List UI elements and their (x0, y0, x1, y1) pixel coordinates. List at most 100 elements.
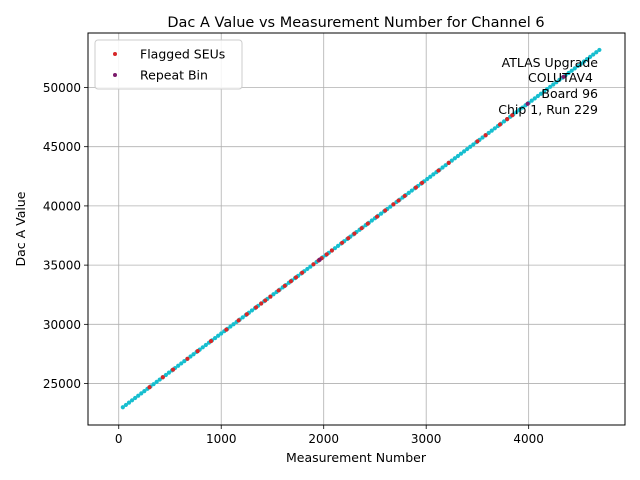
flagged-seu-point (346, 236, 351, 241)
x-tick-label: 2000 (308, 432, 339, 446)
data-point (179, 361, 184, 366)
data-point (166, 370, 172, 375)
data-point (529, 98, 534, 103)
data-points (120, 47, 602, 410)
data-point (581, 59, 587, 64)
flagged-seu-point (311, 262, 316, 267)
data-point (468, 144, 473, 149)
data-point (176, 363, 181, 368)
x-tick-label: 1000 (206, 432, 237, 446)
data-point (428, 174, 433, 179)
data-point (517, 107, 522, 112)
data-point (452, 156, 457, 161)
data-point (120, 405, 125, 410)
data-point (440, 165, 445, 170)
flagged-seu-point (329, 248, 335, 253)
flagged-seu-point (147, 385, 152, 390)
flagged-seu-point (224, 327, 229, 332)
x-axis-label: Measurement Number (286, 450, 427, 465)
y-tick-label: 30000 (43, 318, 81, 332)
flagged-seu-point (276, 288, 281, 293)
data-point (335, 243, 341, 248)
data-point (219, 331, 224, 336)
flagged-seu-point (244, 312, 249, 317)
flagged-seu-point (446, 160, 451, 165)
data-point (514, 110, 519, 115)
data-point (216, 333, 221, 338)
repeat-bin-point (525, 101, 530, 106)
x-tick-label: 4000 (513, 432, 544, 446)
legend-marker-repeat (113, 73, 117, 77)
flagged-seu-point (208, 339, 214, 344)
flagged-seu-point (374, 214, 380, 219)
data-point (569, 68, 574, 73)
flagged-seu-point (268, 294, 273, 299)
y-tick-label: 50000 (43, 81, 81, 95)
data-point (486, 130, 491, 136)
plot-frame (87, 32, 626, 426)
data-point (200, 345, 205, 350)
flagged-seu-point (483, 133, 488, 138)
data-point (182, 359, 187, 364)
data-point (541, 89, 547, 94)
flagged-seu-point (359, 226, 364, 231)
data-point (249, 308, 255, 313)
flagged-seu-point (160, 375, 165, 380)
data-point (471, 142, 476, 147)
chart-title: Dac A Value vs Measurement Number for Ch… (167, 15, 544, 31)
flagged-seu-point (475, 139, 480, 144)
flagged-seu-point (505, 116, 510, 122)
flagged-seu-point (365, 221, 370, 226)
data-point (462, 149, 467, 154)
data-point (501, 119, 507, 124)
data-point (575, 63, 580, 69)
data-point (188, 354, 193, 359)
data-point (271, 292, 276, 297)
annotation-line-1: ATLAS Upgrade (502, 55, 599, 70)
y-axis-ticks: 25000 30000 35000 40000 45000 50000 (43, 81, 88, 391)
repeat-bin-point (317, 257, 322, 262)
annotation: ATLAS Upgrade COLUTAV4 Board 96 Chip 1, … (498, 55, 598, 117)
flagged-seu-point (293, 275, 299, 280)
data-point (591, 52, 596, 57)
data-point (492, 126, 497, 131)
flagged-seu-point (383, 208, 388, 213)
data-point (465, 146, 470, 152)
data-point (584, 57, 590, 62)
data-point (369, 218, 374, 223)
data-point (588, 54, 593, 59)
data-point (535, 93, 540, 99)
data-point (157, 377, 162, 382)
data-point (151, 382, 156, 387)
flagged-seu-point (263, 298, 268, 303)
legend-box (94, 39, 243, 90)
flagged-seu-point (185, 356, 190, 361)
data-point (191, 352, 196, 357)
data-point (136, 393, 141, 398)
flagged-seu-point (402, 193, 407, 199)
flagged-seu-point (170, 367, 176, 372)
x-tick-label: 3000 (411, 432, 442, 446)
data-point (554, 80, 559, 85)
flagged-seu-point (436, 168, 441, 173)
data-point (520, 105, 525, 110)
data-point (154, 379, 159, 384)
legend-marker-flagged (113, 52, 117, 56)
flagged-seu-point (340, 240, 345, 245)
data-point (308, 264, 313, 269)
data-point (163, 372, 168, 378)
x-axis-ticks: 0 1000 2000 3000 4000 (115, 425, 544, 446)
data-point (305, 266, 310, 272)
data-point (532, 96, 537, 101)
legend-label-flagged: Flagged SEUs (140, 47, 225, 62)
flagged-seu-point (352, 231, 357, 236)
data-point (388, 204, 393, 209)
data-point (449, 158, 454, 163)
data-point (548, 84, 553, 89)
annotation-line-3: Board 96 (541, 86, 598, 101)
data-point (572, 66, 577, 71)
flagged-seu-point (396, 198, 401, 203)
data-point (240, 315, 245, 320)
data-point (545, 87, 550, 92)
